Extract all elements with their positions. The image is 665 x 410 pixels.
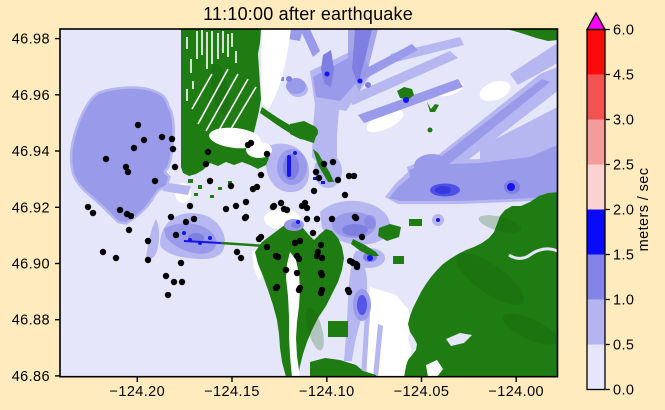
svg-text:3.0: 3.0 (613, 113, 634, 129)
svg-text:46.94: 46.94 (12, 144, 50, 160)
svg-text:2.0: 2.0 (613, 203, 634, 219)
svg-text:1.0: 1.0 (613, 293, 634, 309)
svg-text:46.98: 46.98 (12, 32, 50, 48)
svg-text:11:10:00 after earthquake: 11:10:00 after earthquake (203, 4, 413, 24)
svg-text:4.5: 4.5 (613, 68, 634, 84)
svg-text:−124.05: −124.05 (394, 384, 450, 400)
svg-text:1.5: 1.5 (613, 248, 634, 264)
svg-text:6.0: 6.0 (613, 23, 634, 39)
svg-text:0.5: 0.5 (613, 338, 634, 354)
svg-text:−124.00: −124.00 (488, 384, 544, 400)
svg-text:46.90: 46.90 (12, 257, 50, 273)
svg-text:2.5: 2.5 (613, 158, 634, 174)
svg-text:46.92: 46.92 (12, 200, 50, 216)
svg-text:−124.15: −124.15 (204, 384, 260, 400)
svg-text:0.0: 0.0 (613, 383, 634, 399)
svg-text:−124.10: −124.10 (299, 384, 355, 400)
svg-text:46.96: 46.96 (12, 88, 50, 104)
svg-text:meters / sec: meters / sec (636, 168, 652, 252)
svg-text:46.86: 46.86 (12, 369, 50, 385)
svg-text:46.88: 46.88 (12, 313, 50, 329)
svg-text:−124.20: −124.20 (109, 384, 165, 400)
